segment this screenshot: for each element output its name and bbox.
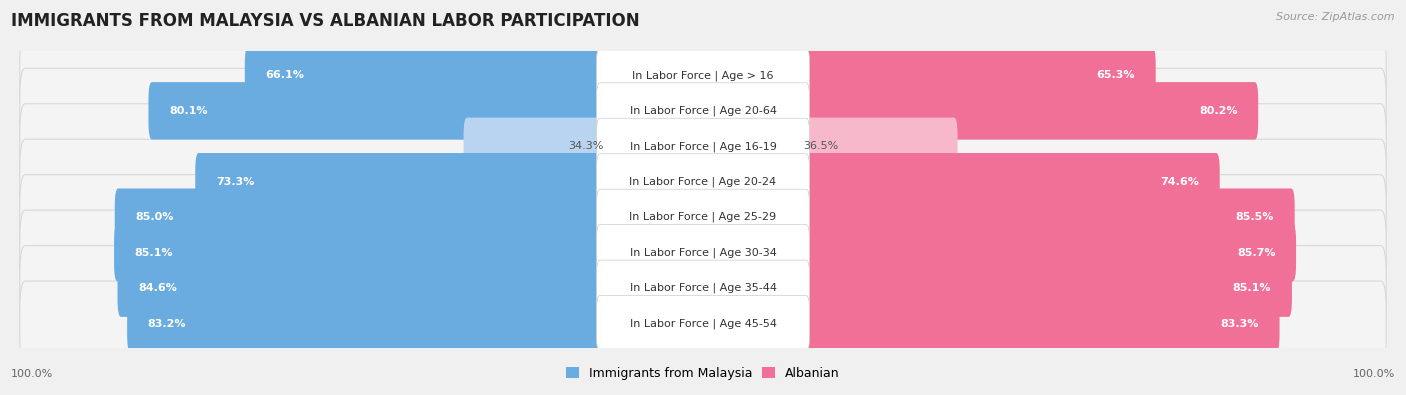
FancyBboxPatch shape — [789, 224, 1296, 281]
Text: In Labor Force | Age 25-29: In Labor Force | Age 25-29 — [630, 212, 776, 222]
FancyBboxPatch shape — [149, 82, 617, 139]
FancyBboxPatch shape — [789, 118, 957, 175]
Text: 85.1%: 85.1% — [135, 248, 173, 258]
Text: In Labor Force | Age 16-19: In Labor Force | Age 16-19 — [630, 141, 776, 152]
FancyBboxPatch shape — [20, 246, 1386, 331]
FancyBboxPatch shape — [596, 189, 810, 245]
Text: IMMIGRANTS FROM MALAYSIA VS ALBANIAN LABOR PARTICIPATION: IMMIGRANTS FROM MALAYSIA VS ALBANIAN LAB… — [11, 12, 640, 30]
Text: In Labor Force | Age 30-34: In Labor Force | Age 30-34 — [630, 247, 776, 258]
FancyBboxPatch shape — [789, 153, 1219, 211]
Text: 85.1%: 85.1% — [1233, 283, 1271, 293]
Text: 36.5%: 36.5% — [803, 141, 838, 151]
Text: 100.0%: 100.0% — [11, 369, 53, 379]
Text: 85.7%: 85.7% — [1237, 248, 1275, 258]
FancyBboxPatch shape — [789, 188, 1295, 246]
FancyBboxPatch shape — [596, 83, 810, 139]
FancyBboxPatch shape — [596, 225, 810, 281]
FancyBboxPatch shape — [789, 295, 1279, 352]
Text: 80.2%: 80.2% — [1199, 106, 1237, 116]
Text: 66.1%: 66.1% — [266, 70, 304, 80]
FancyBboxPatch shape — [114, 224, 617, 281]
FancyBboxPatch shape — [789, 260, 1292, 317]
FancyBboxPatch shape — [20, 210, 1386, 295]
FancyBboxPatch shape — [20, 33, 1386, 118]
FancyBboxPatch shape — [20, 175, 1386, 260]
FancyBboxPatch shape — [20, 104, 1386, 189]
Text: 85.5%: 85.5% — [1236, 212, 1274, 222]
FancyBboxPatch shape — [20, 281, 1386, 366]
Text: 80.1%: 80.1% — [169, 106, 208, 116]
Text: 65.3%: 65.3% — [1097, 70, 1135, 80]
FancyBboxPatch shape — [20, 68, 1386, 153]
FancyBboxPatch shape — [118, 260, 617, 317]
Text: In Labor Force | Age 45-54: In Labor Force | Age 45-54 — [630, 318, 776, 329]
Text: 85.0%: 85.0% — [135, 212, 174, 222]
FancyBboxPatch shape — [115, 188, 617, 246]
Text: 83.3%: 83.3% — [1220, 319, 1258, 329]
Text: In Labor Force | Age > 16: In Labor Force | Age > 16 — [633, 70, 773, 81]
Text: 100.0%: 100.0% — [1353, 369, 1395, 379]
FancyBboxPatch shape — [596, 260, 810, 316]
Text: 34.3%: 34.3% — [568, 141, 603, 151]
FancyBboxPatch shape — [596, 295, 810, 352]
FancyBboxPatch shape — [245, 47, 617, 104]
FancyBboxPatch shape — [127, 295, 617, 352]
Text: In Labor Force | Age 35-44: In Labor Force | Age 35-44 — [630, 283, 776, 293]
Text: 83.2%: 83.2% — [148, 319, 186, 329]
FancyBboxPatch shape — [789, 47, 1156, 104]
Legend: Immigrants from Malaysia, Albanian: Immigrants from Malaysia, Albanian — [561, 362, 845, 385]
FancyBboxPatch shape — [20, 139, 1386, 224]
FancyBboxPatch shape — [464, 118, 617, 175]
FancyBboxPatch shape — [596, 118, 810, 174]
Text: Source: ZipAtlas.com: Source: ZipAtlas.com — [1277, 12, 1395, 22]
Text: In Labor Force | Age 20-64: In Labor Force | Age 20-64 — [630, 105, 776, 116]
Text: In Labor Force | Age 20-24: In Labor Force | Age 20-24 — [630, 177, 776, 187]
Text: 84.6%: 84.6% — [138, 283, 177, 293]
Text: 74.6%: 74.6% — [1160, 177, 1199, 187]
FancyBboxPatch shape — [596, 47, 810, 103]
FancyBboxPatch shape — [195, 153, 617, 211]
FancyBboxPatch shape — [596, 154, 810, 210]
FancyBboxPatch shape — [789, 82, 1258, 139]
Text: 73.3%: 73.3% — [217, 177, 254, 187]
